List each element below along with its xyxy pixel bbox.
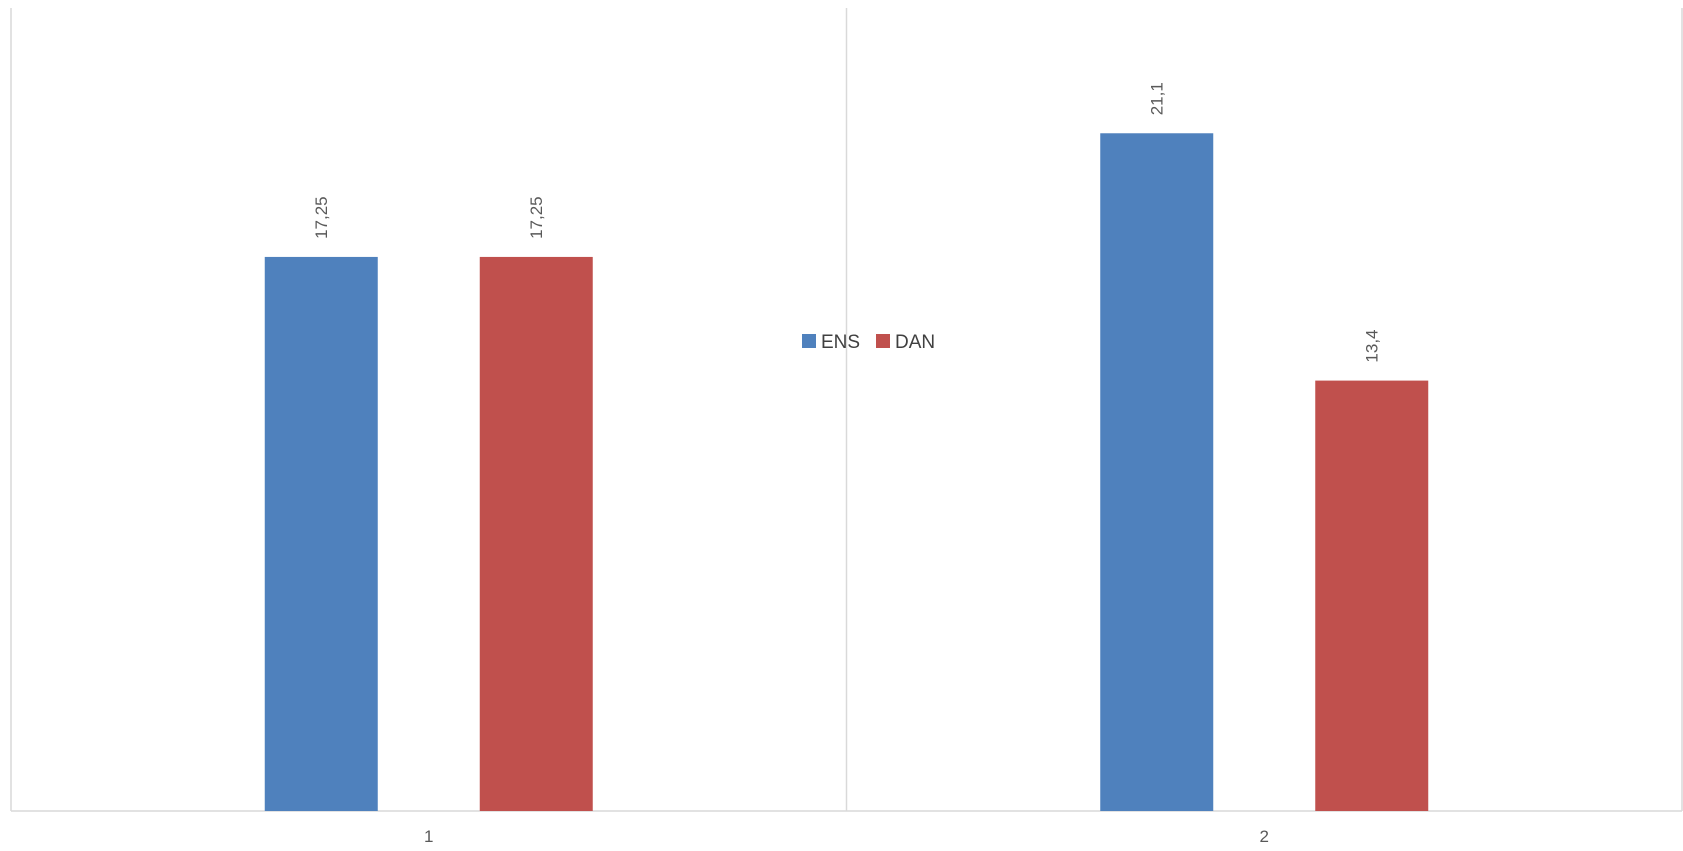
data-label-dan-1: 17,25 [527, 196, 546, 239]
bar-dan-2 [1315, 380, 1429, 811]
legend: ENS DAN [802, 332, 935, 353]
grid-layer [10, 8, 1683, 812]
bar-dan-1 [479, 256, 593, 811]
bar-ens-1 [264, 256, 378, 811]
bar-ens-2 [1100, 133, 1214, 811]
data-label-ens-2: 21,1 [1148, 82, 1167, 115]
legend-swatch-dan [876, 334, 890, 348]
legend-label-ens: ENS [821, 332, 860, 353]
data-label-dan-2: 13,4 [1363, 329, 1382, 362]
x-tick-label-1: 1 [424, 827, 433, 846]
legend-swatch-ens [802, 334, 816, 348]
legend-label-dan: DAN [895, 332, 935, 353]
bars-layer [264, 133, 1429, 811]
x-tick-label-2: 2 [1260, 827, 1269, 846]
data-label-ens-1: 17,25 [312, 196, 331, 239]
data-labels-layer: 17,25 17,25 21,1 13,4 [312, 82, 1382, 362]
